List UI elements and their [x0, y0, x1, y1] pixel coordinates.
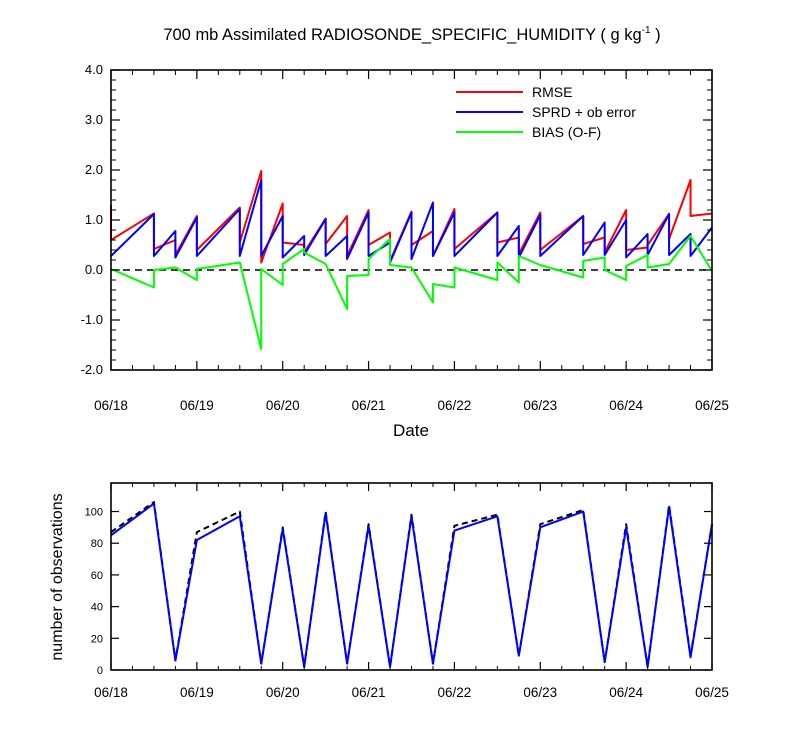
- x-tick-label: 06/22: [438, 398, 472, 413]
- x-tick-label: 06/24: [609, 398, 643, 413]
- x-tick-label: 06/24: [609, 685, 643, 700]
- series-line-0: [110, 170, 713, 264]
- x-tick-label: 06/18: [94, 685, 128, 700]
- y-tick-label: -2.0: [81, 362, 103, 377]
- y-tick-label: 80: [91, 538, 103, 550]
- series-line-1: [110, 502, 713, 668]
- y-tick-label: 2.0: [85, 162, 103, 177]
- y-tick-label: 4.0: [85, 62, 103, 77]
- y-tick-label: 3.0: [85, 112, 103, 127]
- bottom-y-axis: 0 20 40 60 80 100: [85, 507, 712, 677]
- y-tick-label: 1.0: [85, 212, 103, 227]
- chart-title: 700 mb Assimilated RADIOSONDE_SPECIFIC_H…: [163, 25, 660, 44]
- bottom-series-layer: [110, 501, 713, 668]
- y-tick-label: 0.0: [85, 262, 103, 277]
- series-line-1: [110, 179, 713, 264]
- legend-label-1: SPRD + ob error: [532, 104, 636, 120]
- top-series-layer: [110, 170, 713, 350]
- legend-label-2: BIAS (O-F): [532, 124, 601, 140]
- x-tick-label: 06/25: [695, 398, 729, 413]
- x-tick-label: 06/19: [180, 685, 214, 700]
- x-tick-label: 06/19: [180, 398, 214, 413]
- top-y-axis: -2.0 -1.0 0.0 1.0 2.0 3.0 4.0: [81, 62, 712, 377]
- legend: RMSE SPRD + ob error BIAS (O-F): [456, 84, 636, 140]
- series-line-2: [110, 235, 713, 350]
- x-tick-label: 06/21: [352, 685, 386, 700]
- x-tick-label: 06/22: [438, 685, 472, 700]
- y-tick-label: 100: [85, 507, 103, 519]
- bottom-x-axis: 06/18 06/19 06/20 06/21 06/22 06/23 06/24 06/25: [94, 483, 729, 700]
- y-tick-label: 60: [91, 570, 103, 582]
- series-line-0: [110, 501, 713, 668]
- top-chart: 700 mb Assimilated RADIOSONDE_SPECIFIC_H…: [81, 25, 729, 440]
- bottom-plot-frame: [110, 482, 713, 671]
- y-tick-label: 40: [91, 602, 103, 614]
- x-axis-label: Date: [393, 421, 429, 440]
- x-tick-label: 06/23: [523, 398, 557, 413]
- y-axis-label: number of observations: [49, 493, 66, 660]
- top-x-axis: 06/18 06/19 06/20 06/21 06/22 06/23 06/24 06/25: [94, 70, 729, 413]
- legend-label-0: RMSE: [532, 84, 572, 100]
- x-tick-label: 06/23: [523, 685, 557, 700]
- x-tick-label: 06/20: [266, 685, 300, 700]
- x-tick-label: 06/20: [266, 398, 300, 413]
- y-tick-label: 20: [91, 633, 103, 645]
- x-tick-label: 06/18: [94, 398, 128, 413]
- x-tick-label: 06/21: [352, 398, 386, 413]
- y-tick-label: 0: [97, 665, 103, 677]
- y-tick-label: -1.0: [81, 312, 103, 327]
- x-tick-label: 06/25: [695, 685, 729, 700]
